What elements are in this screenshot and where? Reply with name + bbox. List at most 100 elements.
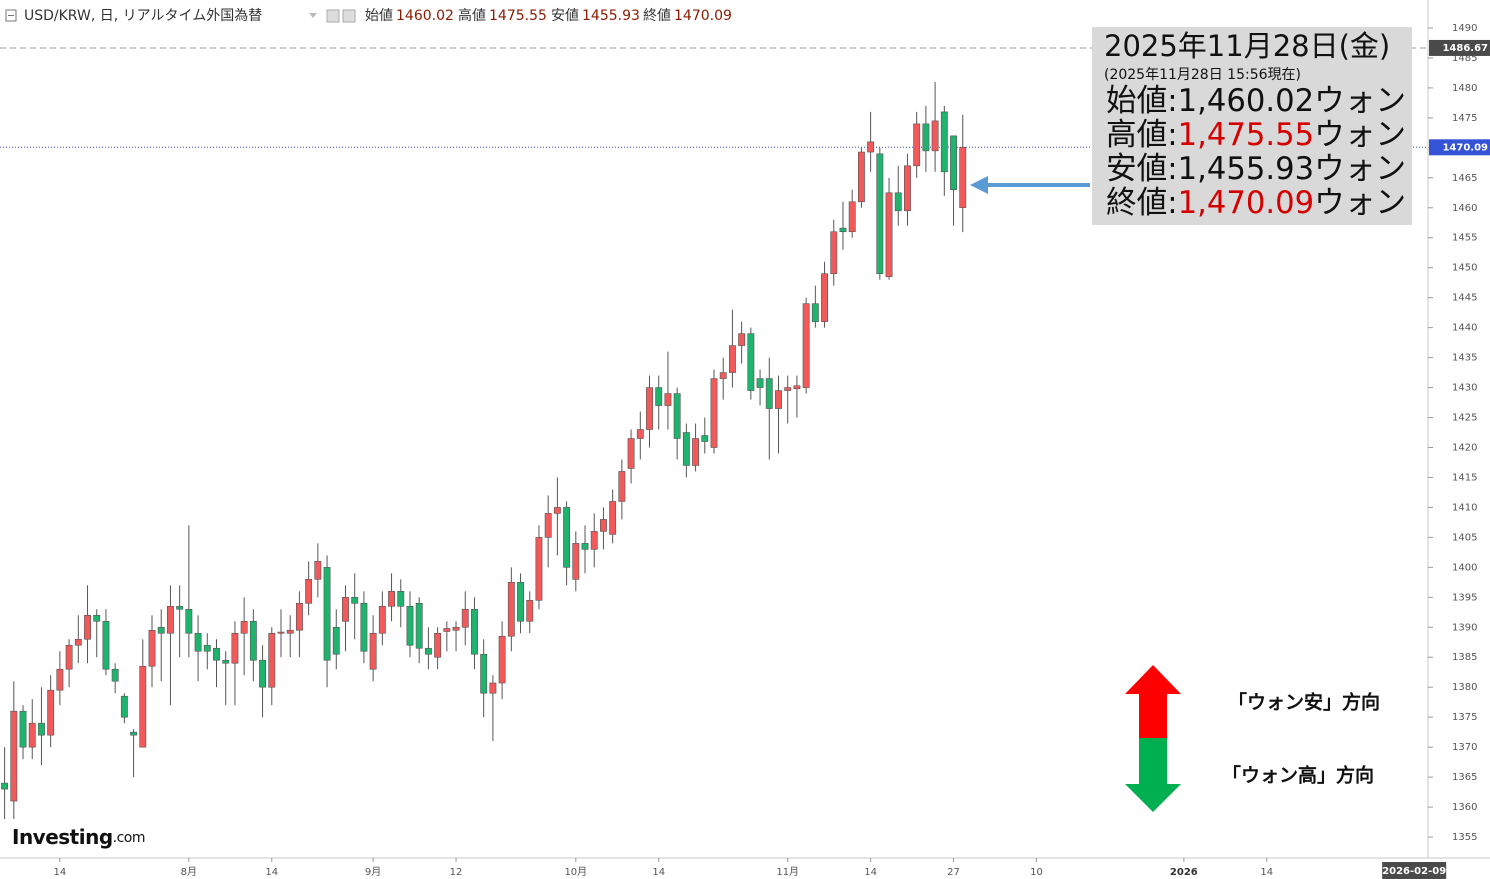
legend-label: 「ウォン安」方向 [1228,691,1380,714]
candle-body [848,201,856,233]
x-tick-label: 14 [652,867,665,878]
candle-body [102,620,110,670]
price-label-bg [1429,39,1490,56]
candle-body [517,582,524,622]
candle-body [323,567,331,661]
candle-body [65,644,73,670]
y-tick-label: 1380 [1452,682,1477,693]
candle-body [84,614,91,640]
watermark-brand: Investing [12,825,113,849]
x-tick-label: 11月 [776,866,799,878]
candle-body [784,387,792,391]
candle-body [388,591,395,607]
candle-body [194,632,202,652]
candle-body [600,519,607,532]
candle-body [167,605,174,634]
candle-body [563,507,571,568]
x-tick-label: 10 [1030,867,1043,878]
settings-icon[interactable] [326,9,340,23]
candle-body [130,731,138,736]
candle-body [231,632,239,664]
candle-body [885,192,893,277]
candle-body [148,629,156,667]
candle-body [876,153,884,274]
info-row-sep: : [1167,117,1177,153]
info-row-name: 終値 [1106,185,1167,221]
candle-body [351,597,359,604]
candle-body [424,647,432,655]
candle-body [839,227,847,233]
info-row-unit: ウォン [1314,117,1406,153]
chart-title: USD/KRW, 日, リアルタイム外国為替 [24,8,262,24]
candle-body [738,333,746,346]
candle-body [342,597,349,622]
y-tick-label: 1475 [1452,113,1477,124]
candle-body [618,471,626,502]
y-tick-label: 1370 [1452,742,1477,753]
price-label: 1470.09 [1442,142,1488,153]
pointer-arrow-head [970,176,988,194]
x-cursor-label: 2026-02-09 [1382,866,1446,877]
candle-body [664,393,672,406]
candle-body [443,628,451,632]
candle-body [931,120,939,152]
candle-body [719,372,727,379]
candle-body [461,608,469,628]
y-tick-label: 1450 [1452,263,1477,274]
candle-body [553,507,561,514]
candle-body [111,668,119,682]
candle-body [535,537,543,601]
x-tick-label: 2026 [1170,867,1198,878]
candle-body [830,231,838,274]
candle-body [222,659,230,664]
candle-body [811,303,819,322]
y-tick-label: 1355 [1452,832,1477,843]
candle-body [56,668,64,691]
header-value: 1460.02 [396,8,454,24]
candle-body [701,435,709,442]
candle-body [452,626,460,631]
info-row-name: 始値 [1106,83,1167,119]
candle-body [378,605,386,634]
price-label: 1486.67 [1442,43,1488,54]
candle-body [692,438,700,466]
info-row-name: 安値 [1106,151,1167,187]
legend-label: 「ウォン高」方向 [1222,764,1374,787]
header-label: 安値 [551,8,579,24]
info-row: 始値:1,460.02ウォン [1106,83,1406,119]
candle-body [636,429,644,439]
header-label: 高値 [458,7,486,24]
candle-body [673,393,681,439]
legend-up-arrow [1125,665,1181,738]
x-tick-label: 9月 [365,866,381,878]
candle-body [74,638,82,646]
direction-legend: 「ウォン安」方向 「ウォン高」方向 [1125,665,1380,812]
candle-body [609,501,617,535]
candle-body [47,689,55,736]
dropdown-icon[interactable] [309,13,317,18]
close-icon[interactable] [342,9,356,23]
y-tick-label: 1480 [1452,83,1477,94]
collapse-icon[interactable] [5,9,17,22]
candle-body [203,644,211,652]
watermark-suffix: .com [113,830,145,846]
y-tick-label: 1455 [1452,233,1477,244]
y-tick-label: 1360 [1452,802,1477,813]
y-tick-label: 1420 [1452,442,1477,453]
candle-body [590,531,598,550]
price-label-bg [1429,139,1490,156]
candle-body [756,378,764,388]
candle-body [277,631,285,634]
candle-body [489,682,497,694]
x-tick-label: 8月 [181,866,197,878]
candle-body [904,165,911,212]
y-tick-label: 1365 [1452,772,1477,783]
candle-body [10,710,18,802]
pointer-arrow [970,176,1090,194]
y-tick-label: 1400 [1452,562,1477,573]
y-tick-label: 1430 [1452,383,1477,394]
header-value: 1470.09 [674,8,732,24]
candle-body [793,385,801,390]
candle-body [176,605,184,610]
